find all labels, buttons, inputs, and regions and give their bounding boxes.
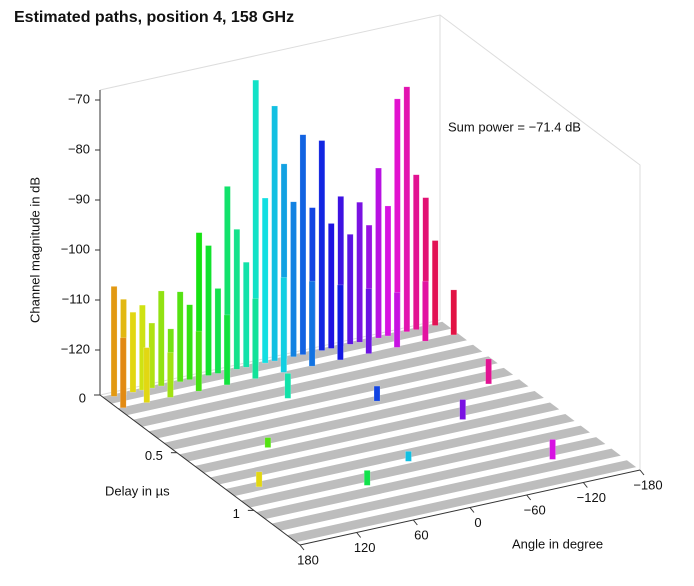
bar [143,347,151,403]
bar [308,280,316,367]
angle-axis-title: Angle in degree [512,536,603,551]
floor-stripe [133,344,483,427]
bar [365,288,372,354]
bar [422,280,429,342]
floor-stripe [240,425,590,508]
bar [413,174,420,330]
z-axis-title: Channel magnitude in dB [27,177,42,323]
delay-tick-label: 0 [79,390,86,405]
angle-tick-label: 120 [354,540,376,555]
bar [110,286,118,397]
chart-title: Estimated paths, position 4, 158 GHz [14,9,294,26]
bar [328,223,335,349]
bar [403,86,411,333]
bar [243,261,250,368]
floor-stripe [225,414,575,496]
bar [233,229,241,370]
bar [459,399,466,420]
z-tick-label: −120 [61,341,90,356]
bar [129,311,137,393]
bar [363,470,371,486]
delay-axis [99,394,301,546]
bar [271,105,278,362]
z-tick-label: −100 [61,241,90,256]
bar [252,298,259,379]
bar [261,197,269,364]
annotation: Sum power = −71.4 dB [448,119,581,134]
delay-axis-title: Delay in µs [105,483,170,498]
bar [167,352,174,398]
angle-tick-label: −60 [524,502,546,517]
z-tick-label: −90 [68,191,90,206]
delay-tick-label: 0.5 [145,448,163,463]
floor-stripe [117,333,467,416]
bar [299,134,307,355]
bar [318,140,326,351]
bar [393,292,401,348]
z-tick-label: −80 [68,141,90,156]
bar [290,201,297,358]
bar [373,385,381,402]
wall-edge [99,319,441,396]
angle-tick-label: −180 [633,477,662,492]
bar [176,291,184,383]
bar [431,240,439,326]
wall-edge [99,14,641,470]
floor-stripe [102,321,452,404]
angle-tick-label: 0 [474,515,481,530]
floor-stripe [163,367,514,450]
angle-tick-label: 180 [297,552,319,567]
floor-stripe [256,437,606,520]
angle-tick [526,494,532,501]
bar [280,277,287,373]
angle-tick [356,532,362,538]
angle-tick [412,519,418,526]
floor-stripe [271,448,621,531]
bar [346,234,354,345]
bar [158,290,165,387]
bar [119,337,127,409]
bar [450,289,457,336]
delay-tick-label: 1 [233,506,240,521]
bar [384,205,392,337]
bar [337,284,344,361]
z-tick-label: −110 [62,291,90,306]
bar [485,358,492,385]
bar [375,167,382,339]
angle-tick [469,507,475,513]
bar [356,201,363,343]
bar [284,373,292,399]
floor-stripe [148,356,498,439]
bar [186,304,193,380]
angle-tick [582,482,588,488]
floor-stripe [286,460,637,543]
bar [223,314,231,386]
z-tick-label: −70 [68,91,90,106]
bar [255,471,263,488]
bar [549,439,556,460]
bar [214,288,222,374]
angle-tick-label: −120 [577,490,606,505]
bar [405,451,412,462]
floor-stripe [194,390,544,473]
angle-tick-label: 60 [414,527,428,542]
bar [205,245,212,376]
bar [195,330,202,392]
bar [264,437,272,448]
angle-tick [639,469,645,476]
angle-tick [299,544,305,551]
floor-stripe [210,402,560,485]
